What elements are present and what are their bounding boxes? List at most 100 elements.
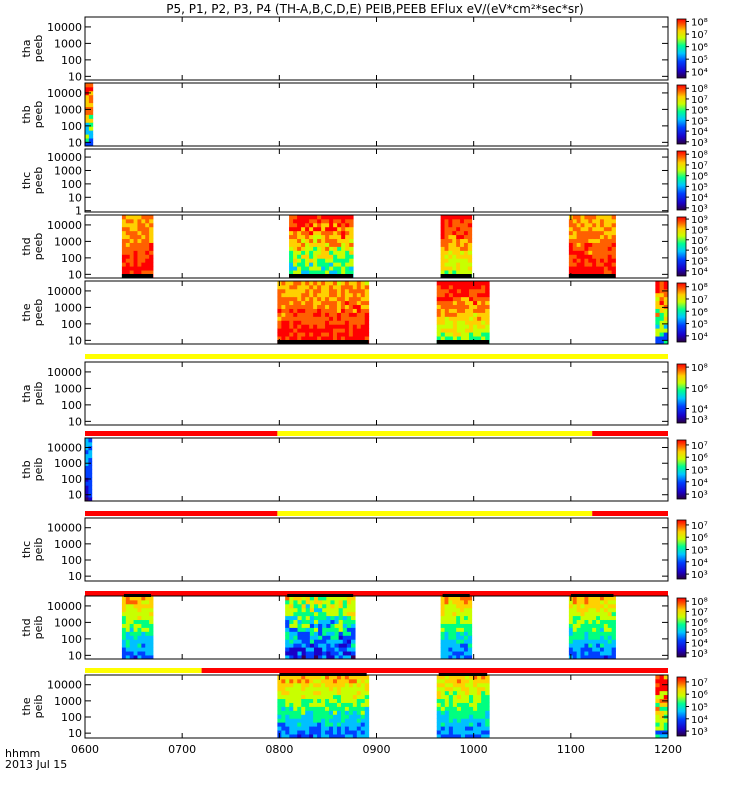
spectrogram-cell [655,340,660,345]
spectrogram-cell [444,222,449,228]
spectrogram-cell [599,226,605,232]
spectrogram-cell [305,312,310,317]
spectrogram-cell [444,607,449,613]
spectrogram-cell [444,619,449,624]
spectrogram-cell [448,266,453,271]
spectrogram-cell [584,607,589,613]
spectrogram-cell [281,678,286,684]
spectrogram-cell [330,611,335,617]
spectrogram-cell [580,230,585,236]
spectrogram-cell [305,706,310,711]
spectrogram-cell [322,603,327,609]
y-tick-label: 10000 [47,679,82,692]
spectrogram-cell [344,702,350,707]
spectrogram-cell [301,312,306,317]
spectrogram-cell [364,682,370,688]
spectrogram-cell [444,324,450,329]
spectrogram-cell [364,678,370,684]
spectrogram-cell [584,226,589,232]
spectrogram-cell [348,320,354,325]
y-label-probe: thb [20,460,33,478]
spectrogram-cell [293,643,298,648]
spectrogram-cell [456,655,461,660]
spectrogram-cell [329,336,334,341]
spectrogram-cell [351,603,356,609]
spectrogram-cell [467,643,473,648]
spectrogram-cell [285,706,290,711]
spectrogram-cell [611,238,616,243]
spectrogram-cell [603,215,609,220]
spectrogram-cell [305,281,310,286]
spectrogram-cell [348,734,354,739]
x-tick-label: 1100 [557,743,585,756]
spectrogram-cell [301,611,307,617]
spectrogram-cell [576,262,581,267]
spectrogram-cell [297,328,302,333]
spectrogram-cell [309,611,315,617]
spectrogram-cell [568,599,574,605]
colorbar-tick-label: 10⁶ [691,690,708,701]
spectrogram-cell [309,320,314,325]
spectrogram-cell [277,710,282,715]
spectrogram-cell [607,619,613,624]
spectrogram-cell [440,718,446,723]
spectrogram-cell [293,607,298,613]
spectrogram-cell [318,611,323,617]
spectrogram-cell [137,238,142,243]
spectrogram-cell [477,690,482,696]
spectrogram-cell [360,332,366,337]
spectrogram-cell [289,258,294,263]
spectrogram-cell [313,682,318,688]
spectrogram-cell [85,114,90,119]
spectrogram-cell [448,250,453,255]
spectrogram-cell [309,218,314,224]
spectrogram-cell [467,639,473,644]
spectrogram-cell [301,222,306,228]
spectrogram-cell [460,627,465,632]
spectrogram-cell [469,281,474,286]
spectrogram-cell [452,710,458,715]
spectrogram-cell [448,238,453,243]
spectrogram-cell [313,336,318,341]
spectrogram-cell [277,714,282,719]
spectrogram-cell [352,296,358,302]
spectrogram-cell [444,718,450,723]
spectrogram-cell [356,281,362,286]
spectrogram-cell [326,631,331,636]
spectrogram-cell [444,250,449,255]
spectrogram-cell [318,607,323,613]
spectrogram-cell [277,722,282,727]
spectrogram-cell [129,258,134,263]
spectrogram-cell [473,730,478,735]
spectrogram-cell [611,230,616,236]
spectrogram-cell [576,619,581,624]
spectrogram-cell [285,651,290,656]
spectrogram-cell [149,627,154,632]
spectrogram-cell [133,603,138,609]
spectrogram-cell [137,623,142,628]
spectrogram-cell [444,246,449,251]
spectrogram-cell [129,639,134,644]
spectrogram-cell [588,647,593,652]
spectrogram-cell [329,300,334,306]
spectrogram-cell [326,643,331,648]
spectrogram-cell [129,266,134,271]
spectrogram-cell [141,226,146,232]
spectrogram-cell [332,336,338,341]
mode-bar-segment [277,431,593,436]
spectrogram-cell [344,694,350,700]
spectrogram-cell [444,682,450,688]
spectrogram-cell [129,230,134,236]
spectrogram-cell [655,304,660,309]
spectrogram-cell [356,316,362,321]
spectrogram-cell [137,250,142,255]
colorbar-tick-label: 10⁵ [691,546,708,557]
spectrogram-cell [129,607,134,613]
spectrogram-cell [305,643,311,648]
spectrogram-cell [448,288,454,294]
spectrogram-cell [448,304,454,309]
spectrogram-cell [463,631,469,636]
spectrogram-cell [305,304,310,309]
spectrogram-cell [297,726,302,731]
spectrogram-cell [473,678,478,684]
